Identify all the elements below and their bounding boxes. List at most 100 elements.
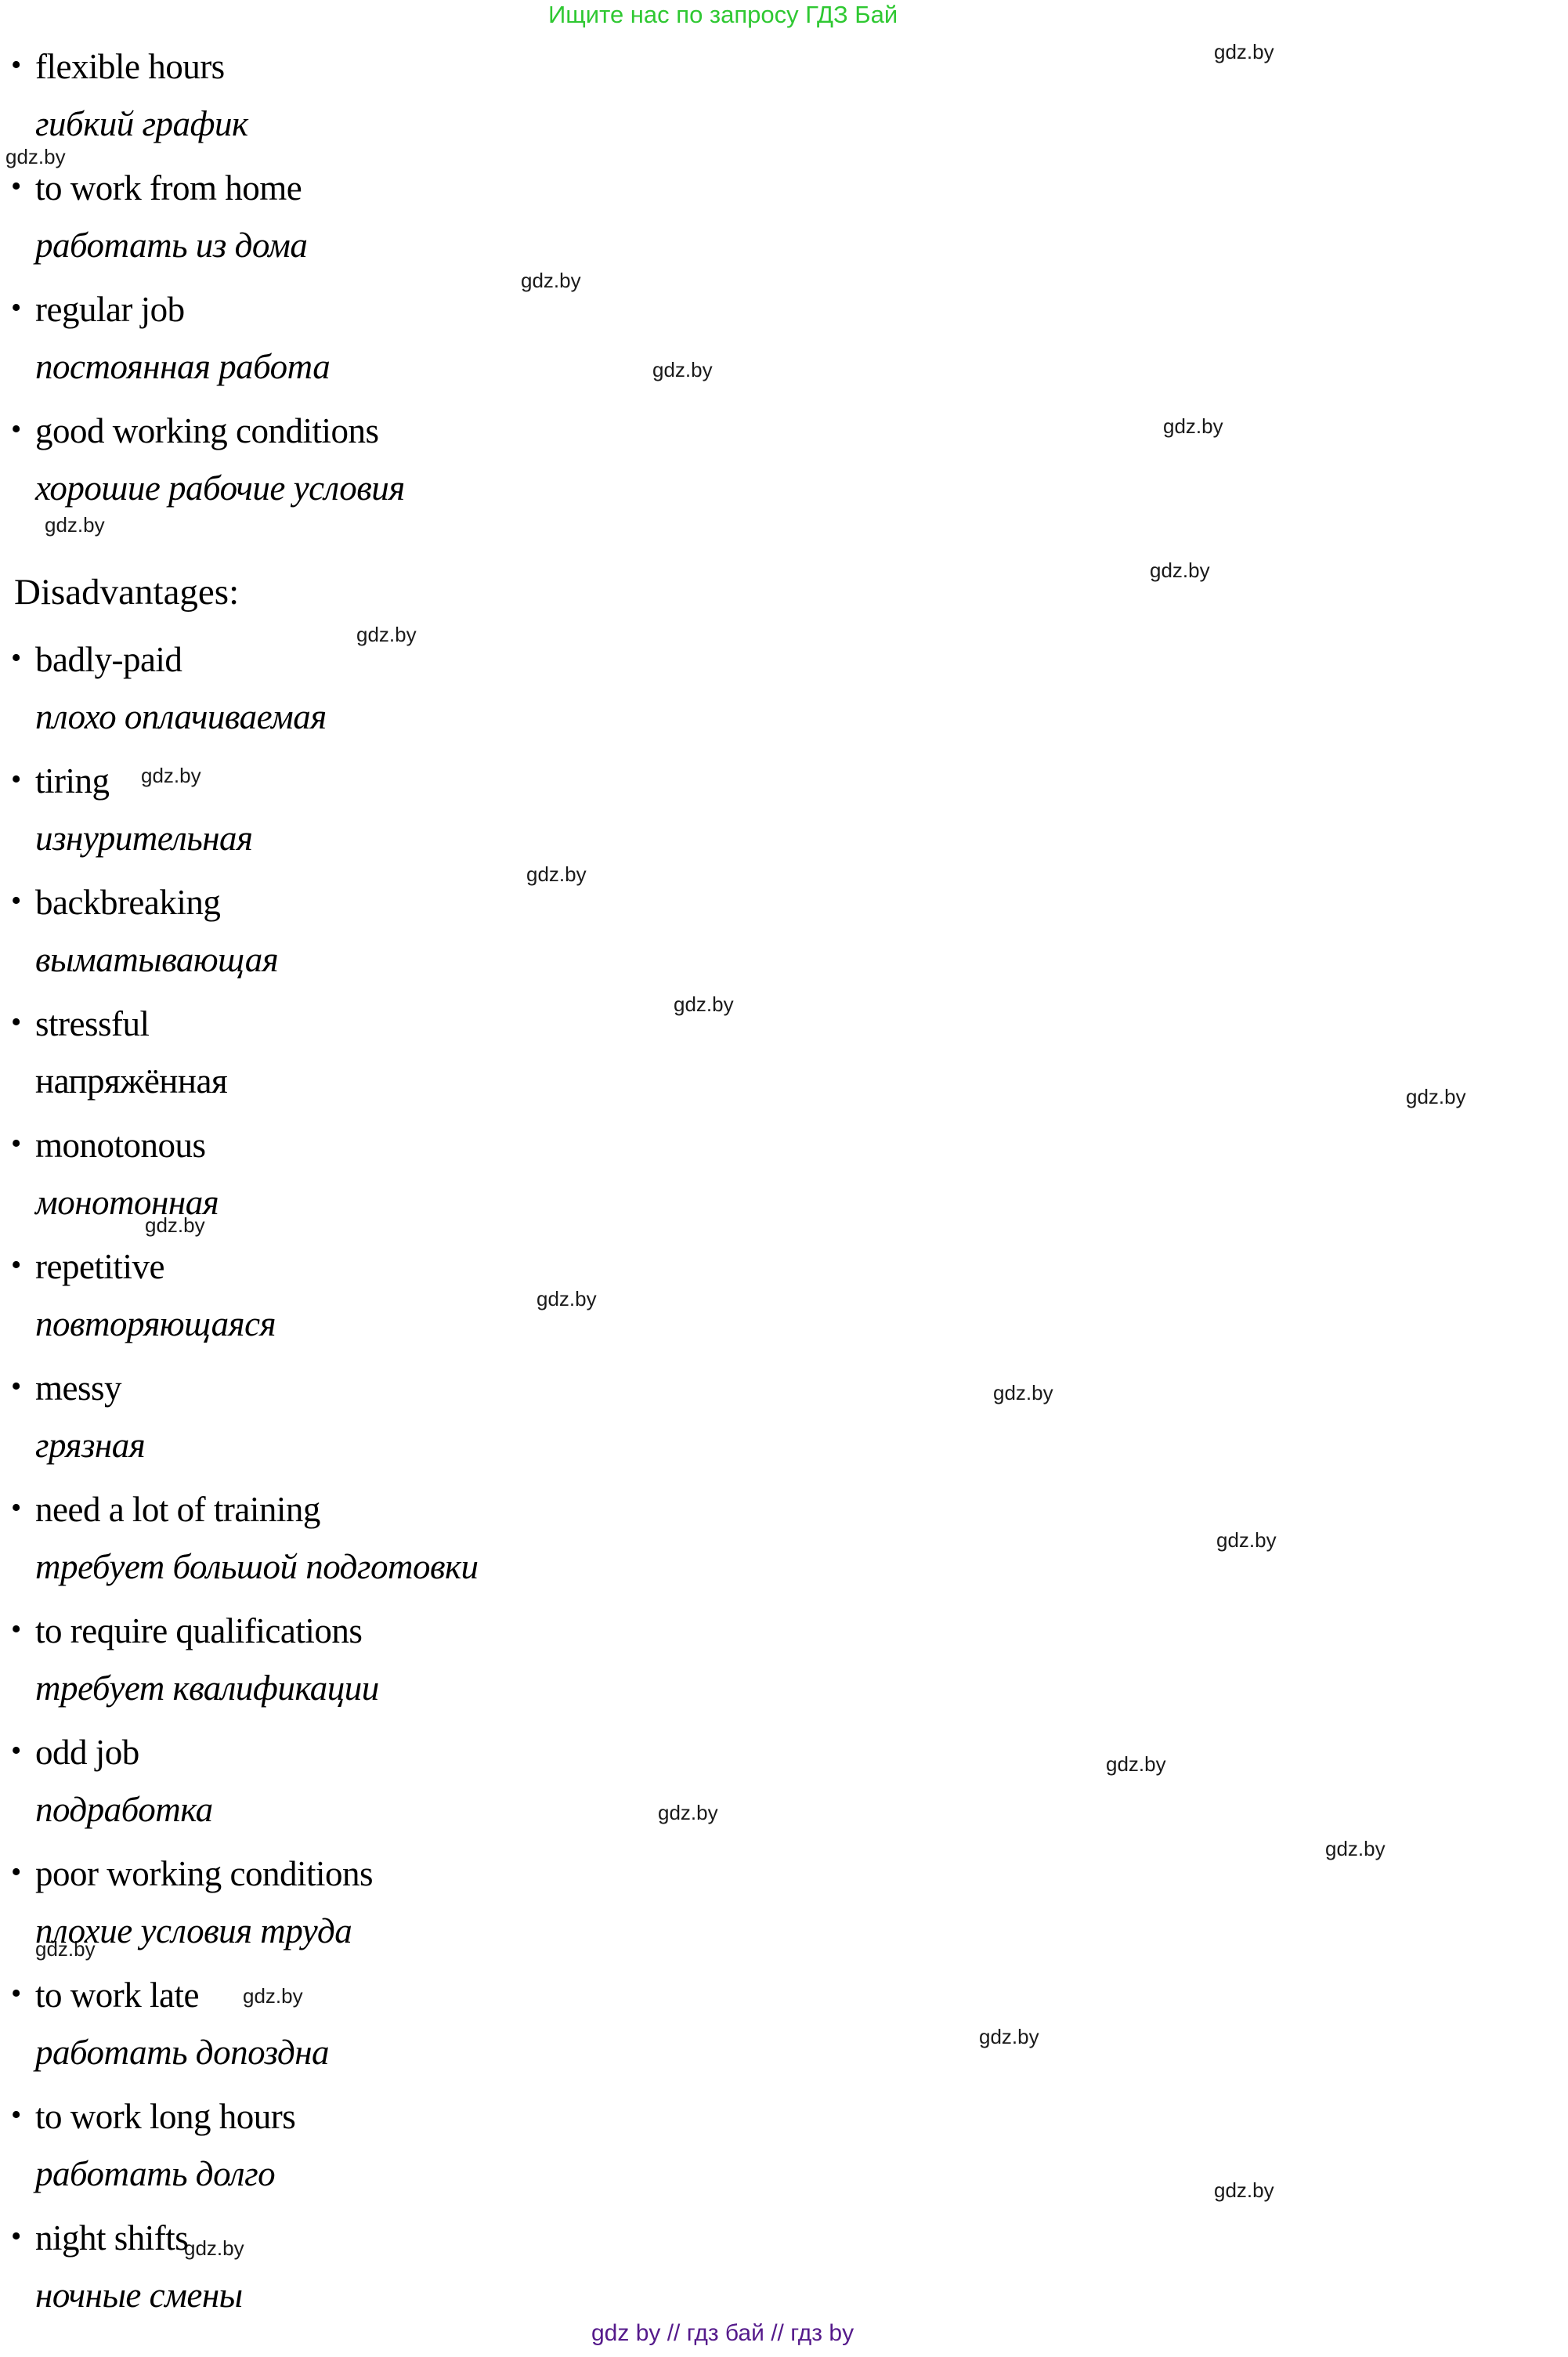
bullet-icon: • bbox=[11, 1006, 21, 1039]
term-en: night shifts bbox=[35, 2218, 189, 2258]
bullet-icon: • bbox=[11, 763, 21, 796]
bullet-icon: • bbox=[11, 49, 21, 81]
watermark: gdz.by bbox=[1106, 1752, 1166, 1776]
term-ru: работать допоздна bbox=[35, 2033, 330, 2072]
term-ru: требует квалификации bbox=[35, 1668, 379, 1708]
term-en: good working conditions bbox=[35, 411, 379, 450]
watermark: gdz.by bbox=[1150, 559, 1210, 582]
bullet-icon: • bbox=[11, 2220, 21, 2253]
term-ru: грязная bbox=[35, 1426, 146, 1465]
list-item: • good working conditions хорошие рабочие… bbox=[0, 411, 1175, 508]
list-item: • night shifts ночные смены bbox=[0, 2218, 1175, 2315]
term-en: need a lot of training bbox=[35, 1490, 320, 1529]
term-en: flexible hours bbox=[35, 47, 225, 86]
watermark: gdz.by bbox=[184, 2236, 244, 2260]
bullet-icon: • bbox=[11, 642, 21, 674]
watermark: gdz.by bbox=[1163, 414, 1223, 438]
watermark: gdz.by bbox=[1406, 1085, 1466, 1108]
watermark: gdz.by bbox=[1216, 1528, 1277, 1552]
term-ru: ночные смены bbox=[35, 2276, 243, 2315]
term-ru: монотонная bbox=[35, 1183, 219, 1222]
watermark: gdz.by bbox=[1214, 2178, 1274, 2202]
vocabulary-list: • flexible hours гибкий график • to work f… bbox=[0, 47, 1175, 2340]
list-item: • to work from home работать из дома bbox=[0, 168, 1175, 265]
term-en: monotonous bbox=[35, 1126, 206, 1165]
term-en: badly-paid bbox=[35, 640, 182, 679]
watermark: gdz.by bbox=[1214, 40, 1274, 63]
term-en: regular job bbox=[35, 290, 185, 329]
bullet-icon: • bbox=[11, 291, 21, 324]
term-ru: плохие условия труда bbox=[35, 1911, 352, 1950]
term-ru: повторяющаяся bbox=[35, 1304, 276, 1343]
bullet-icon: • bbox=[11, 1491, 21, 1524]
watermark: gdz.by bbox=[243, 1984, 303, 2008]
bullet-icon: • bbox=[11, 1249, 21, 1282]
term-en: to work long hours bbox=[35, 2097, 296, 2136]
list-item: • regular job постоянная работа bbox=[0, 290, 1175, 386]
term-ru: плохо оплачиваемая bbox=[35, 697, 327, 736]
bullet-icon: • bbox=[11, 1127, 21, 1160]
watermark: gdz.by bbox=[652, 358, 713, 381]
page-header: Ищите нас по запросу ГДЗ Бай bbox=[548, 1, 898, 28]
watermark: gdz.by bbox=[356, 623, 417, 646]
term-en: tiring bbox=[35, 761, 110, 801]
list-item: • backbreaking выматывающая bbox=[0, 883, 1175, 979]
term-en: messy bbox=[35, 1368, 122, 1408]
list-item: • to work long hours работать долго bbox=[0, 2097, 1175, 2193]
watermark: gdz.by bbox=[1325, 1837, 1386, 1860]
watermark: gdz.by bbox=[45, 513, 105, 537]
term-ru: изнурительная bbox=[35, 819, 253, 858]
watermark: gdz.by bbox=[521, 269, 581, 292]
term-ru: гибкий график bbox=[35, 104, 248, 143]
list-item: • stressful напряжённая bbox=[0, 1004, 1175, 1101]
disadvantages-heading: Disadvantages: bbox=[14, 572, 240, 613]
term-en: to work from home bbox=[35, 168, 302, 208]
term-ru: подработка bbox=[35, 1790, 213, 1829]
term-ru: постоянная работа bbox=[35, 347, 331, 386]
term-en: odd job bbox=[35, 1733, 139, 1772]
bullet-icon: • bbox=[11, 1613, 21, 1646]
list-item: • flexible hours гибкий график bbox=[0, 47, 1175, 143]
watermark: gdz.by bbox=[141, 764, 201, 787]
list-item: • tiring изнурительная bbox=[0, 761, 1175, 858]
term-en: to work late bbox=[35, 1976, 199, 2015]
term-en: poor working conditions bbox=[35, 1854, 373, 1893]
bullet-icon: • bbox=[11, 413, 21, 446]
bullet-icon: • bbox=[11, 1734, 21, 1767]
term-en: repetitive bbox=[35, 1247, 164, 1286]
term-ru: напряжённая bbox=[35, 1061, 228, 1101]
term-ru: требует большой подготовки bbox=[35, 1547, 479, 1586]
list-item: • repetitive повторяющаяся bbox=[0, 1247, 1175, 1343]
watermark: gdz.by bbox=[5, 145, 66, 168]
watermark: gdz.by bbox=[35, 1937, 96, 1961]
term-ru: работать долго bbox=[35, 2154, 276, 2193]
watermark: gdz.by bbox=[993, 1381, 1053, 1404]
list-item: • to work late работать допоздна bbox=[0, 1976, 1175, 2072]
term-en: backbreaking bbox=[35, 883, 221, 922]
watermark: gdz.by bbox=[526, 862, 587, 886]
list-item: • odd job подработка bbox=[0, 1733, 1175, 1829]
term-ru: выматывающая bbox=[35, 940, 279, 979]
bullet-icon: • bbox=[11, 1856, 21, 1889]
term-ru: работать из дома bbox=[35, 226, 308, 265]
list-item: • badly-paid плохо оплачиваемая bbox=[0, 640, 1175, 736]
term-en: to require qualifications bbox=[35, 1611, 363, 1650]
term-en: stressful bbox=[35, 1004, 150, 1043]
watermark: gdz.by bbox=[658, 1801, 718, 1824]
list-item: • messy грязная bbox=[0, 1368, 1175, 1465]
watermark: gdz.by bbox=[979, 2025, 1039, 2048]
list-item: • to require qualifications требует квали… bbox=[0, 1611, 1175, 1708]
list-item: • monotonous монотонная bbox=[0, 1126, 1175, 1222]
bullet-icon: • bbox=[11, 1977, 21, 2010]
bullet-icon: • bbox=[11, 1370, 21, 1403]
bullet-icon: • bbox=[11, 170, 21, 203]
bullet-icon: • bbox=[11, 2099, 21, 2131]
watermark: gdz.by bbox=[145, 1213, 205, 1237]
watermark: gdz.by bbox=[674, 992, 734, 1016]
list-item: • poor working conditions плохие условия … bbox=[0, 1854, 1175, 1950]
watermark: gdz.by bbox=[537, 1287, 597, 1310]
bullet-icon: • bbox=[11, 884, 21, 917]
page-footer: gdz by // гдз бай // гдз by bbox=[591, 2320, 854, 2346]
term-ru: хорошие рабочие условия bbox=[35, 468, 405, 508]
list-item: • need a lot of training требует большой … bbox=[0, 1490, 1175, 1586]
